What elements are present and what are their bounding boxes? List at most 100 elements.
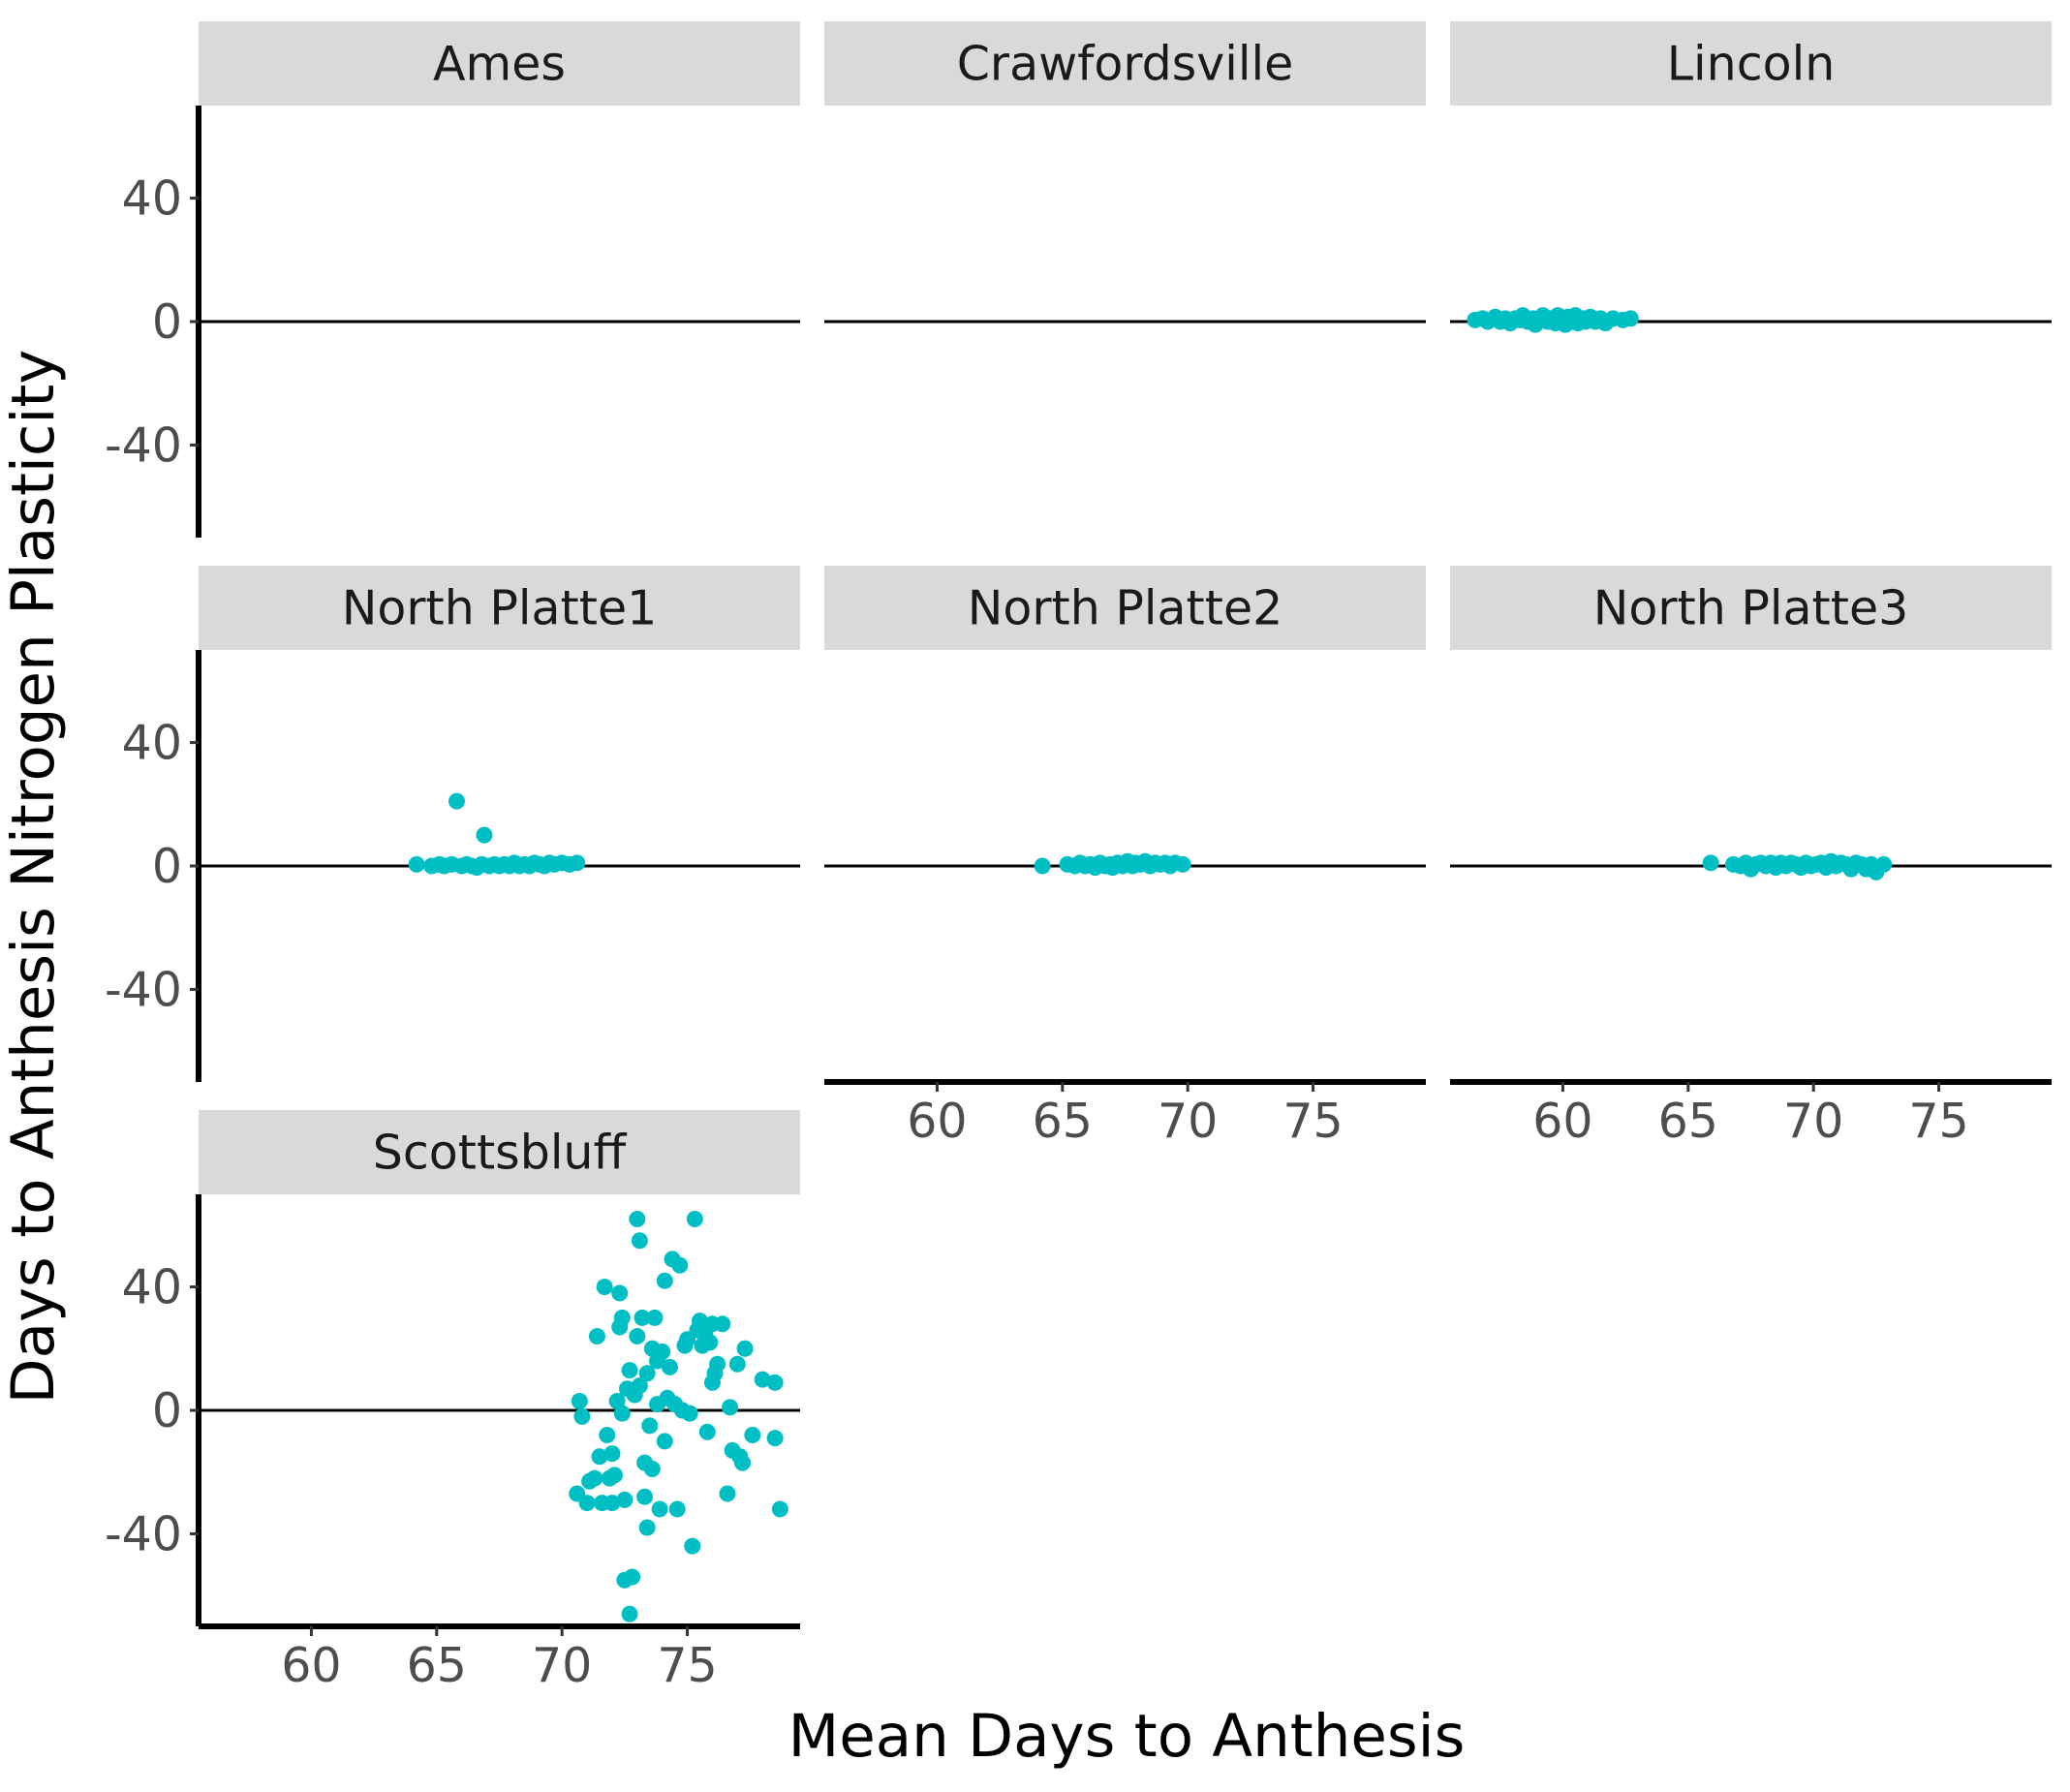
data-point xyxy=(1622,310,1639,327)
y-tick-label: 0 xyxy=(152,839,182,894)
data-point xyxy=(1034,857,1051,875)
data-point xyxy=(766,1374,784,1391)
facet-panel: Scottsbluff -40 0 40 60 65 70 75 xyxy=(105,1110,800,1693)
data-point xyxy=(719,1485,736,1502)
facet-panel: North Platte2 60 65 70 75 xyxy=(824,566,1426,1149)
data-point xyxy=(631,1232,648,1250)
y-tick-label: 40 xyxy=(122,171,182,227)
y-tick-label: 0 xyxy=(152,1383,182,1438)
data-point xyxy=(621,1362,638,1379)
data-point xyxy=(654,1343,671,1360)
data-point xyxy=(476,826,493,844)
data-point xyxy=(573,1407,591,1425)
data-point xyxy=(599,1426,616,1443)
data-point xyxy=(656,1272,673,1289)
data-point xyxy=(661,1358,678,1375)
facet-strip xyxy=(824,566,1426,650)
facet-strip-label: North Platte1 xyxy=(342,581,658,636)
facet-strip-label: Ames xyxy=(433,37,566,92)
x-tick-label: 70 xyxy=(1783,1094,1843,1149)
data-point xyxy=(603,1495,621,1512)
facet-strip xyxy=(1450,566,2052,650)
facet-strip-label: Crawfordsville xyxy=(957,37,1294,92)
facet-panel: Crawfordsville xyxy=(824,21,1426,324)
data-point xyxy=(1875,855,1893,873)
x-tick-label: 75 xyxy=(657,1638,717,1693)
data-point xyxy=(638,1519,656,1536)
data-point xyxy=(698,1423,716,1440)
data-point xyxy=(621,1605,638,1622)
facet-panel: Lincoln xyxy=(1450,21,2052,333)
data-point xyxy=(596,1279,613,1296)
data-point xyxy=(692,1313,708,1330)
x-tick-label: 60 xyxy=(907,1094,967,1149)
x-tick-label: 60 xyxy=(1532,1094,1592,1149)
facet-strip xyxy=(1450,21,2052,106)
data-point xyxy=(1174,855,1191,873)
data-point xyxy=(771,1500,788,1518)
data-point xyxy=(586,1469,603,1487)
data-point xyxy=(629,1328,646,1345)
y-tick-label: 0 xyxy=(152,294,182,350)
facet-strip-label: Lincoln xyxy=(1667,37,1836,92)
x-axis-title: Mean Days to Anthesis xyxy=(788,1702,1466,1771)
y-tick-label: 40 xyxy=(122,1260,182,1315)
x-tick-label: 65 xyxy=(1033,1094,1093,1149)
data-point xyxy=(766,1430,784,1447)
data-point xyxy=(588,1328,605,1345)
data-point xyxy=(638,1365,656,1382)
data-point xyxy=(668,1500,686,1518)
data-point xyxy=(728,1355,746,1373)
x-tick-label: 70 xyxy=(532,1638,592,1693)
data-point xyxy=(684,1537,701,1555)
data-point xyxy=(709,1355,726,1373)
facet-strip xyxy=(199,1110,800,1194)
data-point xyxy=(701,1334,719,1351)
data-point xyxy=(656,1433,673,1450)
facet-strip-label: North Platte2 xyxy=(968,581,1283,636)
data-point xyxy=(611,1284,629,1302)
facet-panel: North Platte1 -40 0 40 xyxy=(105,566,800,1082)
x-tick-label: 70 xyxy=(1158,1094,1218,1149)
data-point xyxy=(408,855,425,873)
facet-panel: North Platte3 60 65 70 75 xyxy=(1450,566,2052,1149)
data-point xyxy=(569,854,586,872)
data-point xyxy=(603,1445,621,1463)
facet-strip xyxy=(199,566,800,650)
data-point xyxy=(722,1399,739,1416)
facet-strip-label: North Platte3 xyxy=(1593,581,1909,636)
data-point xyxy=(646,1309,664,1326)
x-tick-label: 75 xyxy=(1282,1094,1343,1149)
data-point xyxy=(633,1309,651,1326)
y-tick-label: -40 xyxy=(105,962,182,1017)
data-point xyxy=(606,1467,624,1484)
data-point xyxy=(1702,854,1719,872)
data-point xyxy=(448,792,466,810)
data-point xyxy=(641,1417,659,1435)
data-point xyxy=(613,1309,631,1326)
data-point xyxy=(681,1405,698,1422)
data-point xyxy=(754,1371,771,1388)
data-point xyxy=(744,1426,761,1443)
facet-panel: Ames -40 0 40 xyxy=(105,21,800,538)
data-point xyxy=(613,1405,631,1422)
data-point xyxy=(608,1392,626,1409)
data-point xyxy=(671,1256,689,1274)
data-point xyxy=(736,1340,754,1357)
facet-strip-label: Scottsbluff xyxy=(373,1126,628,1181)
y-tick-label: -40 xyxy=(105,1506,182,1561)
facet-strip xyxy=(199,21,800,106)
x-tick-label: 65 xyxy=(1658,1094,1718,1149)
data-point xyxy=(578,1495,596,1512)
data-point xyxy=(591,1448,608,1466)
data-point xyxy=(733,1454,751,1471)
data-point xyxy=(643,1461,661,1478)
data-point xyxy=(629,1210,646,1227)
y-tick-label: -40 xyxy=(105,417,182,473)
y-tick-label: 40 xyxy=(122,716,182,771)
data-point xyxy=(571,1392,588,1409)
facet-strip xyxy=(824,21,1426,106)
data-point xyxy=(686,1210,703,1227)
